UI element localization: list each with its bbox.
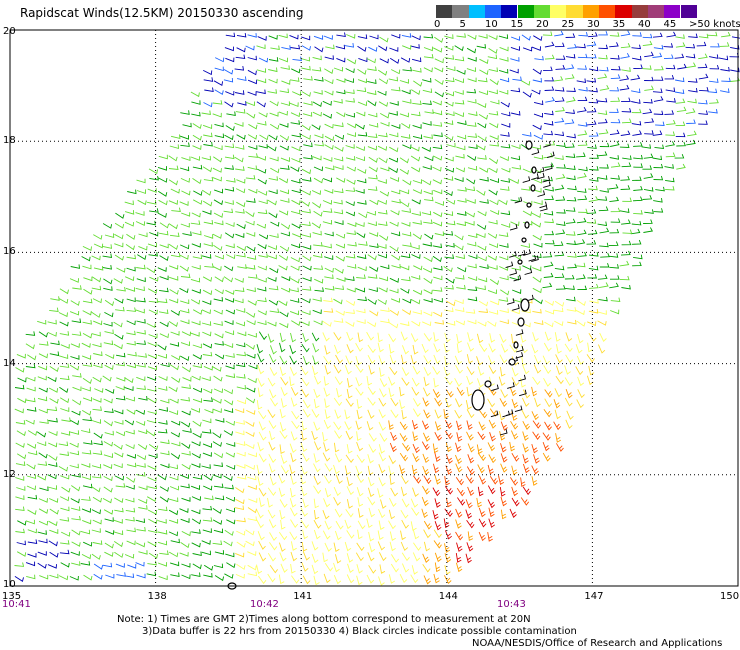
legend-label: 45 bbox=[663, 19, 677, 30]
wind-barb-group bbox=[14, 31, 740, 581]
legend-label: 30 bbox=[587, 19, 600, 30]
contaminated-barbs bbox=[490, 141, 555, 436]
legend-swatch bbox=[599, 5, 616, 18]
note-line-1: Note: 1) Times are GMT 2)Times along bot… bbox=[117, 614, 531, 625]
legend-label: 35 bbox=[612, 19, 626, 30]
note-line-2: 3)Data buffer is 22 hrs from 20150330 4)… bbox=[142, 626, 577, 637]
legend-swatch bbox=[582, 5, 599, 18]
wind-barb-group bbox=[235, 297, 607, 586]
legend-swatch bbox=[550, 5, 567, 18]
legend-label: 20 bbox=[536, 19, 549, 30]
legend-swatch bbox=[501, 5, 518, 18]
wind-barb-group bbox=[389, 419, 564, 542]
island-outline bbox=[513, 341, 519, 349]
legend-swatch bbox=[452, 5, 469, 18]
island-outline bbox=[517, 317, 525, 327]
island-outline bbox=[530, 184, 536, 192]
wind-barb-group bbox=[432, 485, 531, 564]
latitude-label: 12 bbox=[3, 468, 16, 480]
legend-label: 15 bbox=[510, 19, 524, 30]
wind-barbs-layer bbox=[14, 30, 740, 586]
latitude-label: 16 bbox=[3, 246, 16, 258]
islands-layer bbox=[227, 140, 537, 590]
latitude-label: 18 bbox=[3, 135, 16, 147]
time-label: 10:43 bbox=[497, 599, 526, 610]
legend-swatch bbox=[566, 5, 583, 18]
latitude-label: 14 bbox=[3, 357, 16, 369]
legend-label: 40 bbox=[638, 19, 651, 30]
map-frame bbox=[9, 29, 739, 587]
longitude-label: 147 bbox=[584, 591, 604, 602]
legend-label: 0 bbox=[434, 19, 441, 30]
island-outline bbox=[484, 380, 492, 388]
legend-swatch bbox=[436, 5, 453, 18]
legend-swatch bbox=[484, 5, 502, 18]
legend-label: 10 bbox=[485, 19, 498, 30]
time-label: 10:41 bbox=[2, 599, 31, 610]
legend-swatch bbox=[517, 5, 534, 18]
legend-swatch bbox=[647, 5, 665, 18]
island-outline bbox=[471, 389, 485, 411]
legend-swatch bbox=[615, 5, 632, 18]
island-outline bbox=[531, 166, 537, 174]
legend-swatch bbox=[533, 5, 551, 18]
legend-swatch bbox=[680, 5, 697, 18]
island-outline bbox=[525, 140, 533, 150]
island-outline bbox=[526, 202, 532, 208]
longitude-label: 144 bbox=[438, 591, 458, 602]
wind-barb-group bbox=[14, 33, 696, 582]
wind-barb-group bbox=[14, 31, 740, 583]
longitude-label: 135 bbox=[2, 591, 22, 602]
legend-label: 25 bbox=[561, 19, 575, 30]
island-outline bbox=[520, 298, 530, 312]
legend-swatch bbox=[664, 5, 681, 18]
longitude-label: 150 bbox=[720, 591, 740, 602]
island-outline bbox=[517, 259, 523, 265]
island-outline bbox=[521, 237, 527, 243]
wind-barb-group bbox=[234, 298, 607, 585]
credit-line: NOAA/NESDIS/Office of Research and Appli… bbox=[472, 638, 723, 649]
longitude-label: 138 bbox=[147, 591, 167, 602]
wind-barb-group bbox=[388, 386, 573, 585]
latitude-label: 20 bbox=[3, 26, 16, 37]
longitude-label: 141 bbox=[293, 591, 313, 602]
legend-label: 5 bbox=[459, 19, 466, 30]
island-outline bbox=[524, 221, 530, 229]
lat-lon-gridlines bbox=[10, 30, 738, 586]
legend-swatch bbox=[468, 5, 485, 18]
wind-speed-legend: 0 5 10 15 20 25 30 35 40 45 >50 knots bbox=[434, 5, 740, 39]
legend-swatch bbox=[631, 5, 648, 18]
map-title: Rapidscat Winds(12.5KM) 20150330 ascendi… bbox=[20, 6, 304, 20]
wind-barb-group bbox=[93, 30, 731, 580]
time-label: 10:42 bbox=[250, 599, 279, 610]
latitude-label: 10 bbox=[3, 579, 16, 590]
legend-label: >50 knots bbox=[689, 19, 740, 30]
